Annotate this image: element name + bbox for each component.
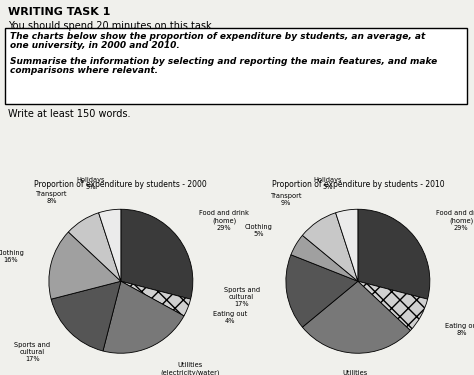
Wedge shape (336, 209, 358, 281)
Text: Transport
8%: Transport 8% (36, 191, 68, 204)
Title: Proportion of expenditure by students - 2000: Proportion of expenditure by students - … (35, 180, 207, 189)
Text: Sports and
cultural
17%: Sports and cultural 17% (15, 342, 51, 362)
Text: Holidays
5%: Holidays 5% (77, 177, 105, 190)
Text: The charts below show the proportion of expenditure by students, an average, at: The charts below show the proportion of … (10, 32, 425, 41)
Text: Utilities
(electricity/water)
21%: Utilities (electricity/water) 21% (160, 362, 220, 375)
Text: Clothing
5%: Clothing 5% (245, 224, 273, 237)
Wedge shape (99, 209, 121, 281)
Wedge shape (51, 281, 121, 351)
Text: Transport
9%: Transport 9% (271, 193, 302, 206)
Wedge shape (302, 213, 358, 281)
Text: WRITING TASK 1: WRITING TASK 1 (8, 7, 110, 17)
Text: comparisons where relevant.: comparisons where relevant. (10, 66, 158, 75)
Text: You should spend 20 minutes on this task.: You should spend 20 minutes on this task… (8, 21, 215, 31)
Text: Food and drink
(home)
29%: Food and drink (home) 29% (200, 210, 249, 231)
FancyBboxPatch shape (5, 28, 467, 104)
Wedge shape (358, 209, 430, 299)
Wedge shape (121, 209, 193, 299)
Text: Eating out
8%: Eating out 8% (445, 322, 474, 336)
Text: Clothing
16%: Clothing 16% (0, 250, 25, 263)
Text: Holidays
5%: Holidays 5% (314, 177, 342, 190)
Wedge shape (286, 255, 358, 327)
Text: one university, in 2000 and 2010.: one university, in 2000 and 2010. (10, 41, 180, 50)
Wedge shape (103, 281, 184, 353)
Text: Sports and
cultural
17%: Sports and cultural 17% (224, 287, 260, 307)
Wedge shape (291, 236, 358, 281)
Text: Utilities
(electricity/water)
27%: Utilities (electricity/water) 27% (325, 370, 384, 375)
Text: Summarise the information by selecting and reporting the main features, and make: Summarise the information by selecting a… (10, 57, 437, 66)
Wedge shape (302, 281, 410, 353)
Wedge shape (121, 281, 191, 316)
Text: Write at least 150 words.: Write at least 150 words. (8, 109, 130, 119)
Wedge shape (358, 281, 428, 330)
Wedge shape (49, 232, 121, 299)
Title: Proportion of expenditure by students - 2010: Proportion of expenditure by students - … (272, 180, 444, 189)
Text: Food and drink
(home)
29%: Food and drink (home) 29% (437, 210, 474, 231)
Wedge shape (68, 213, 121, 281)
Text: Eating out
4%: Eating out 4% (213, 311, 247, 324)
